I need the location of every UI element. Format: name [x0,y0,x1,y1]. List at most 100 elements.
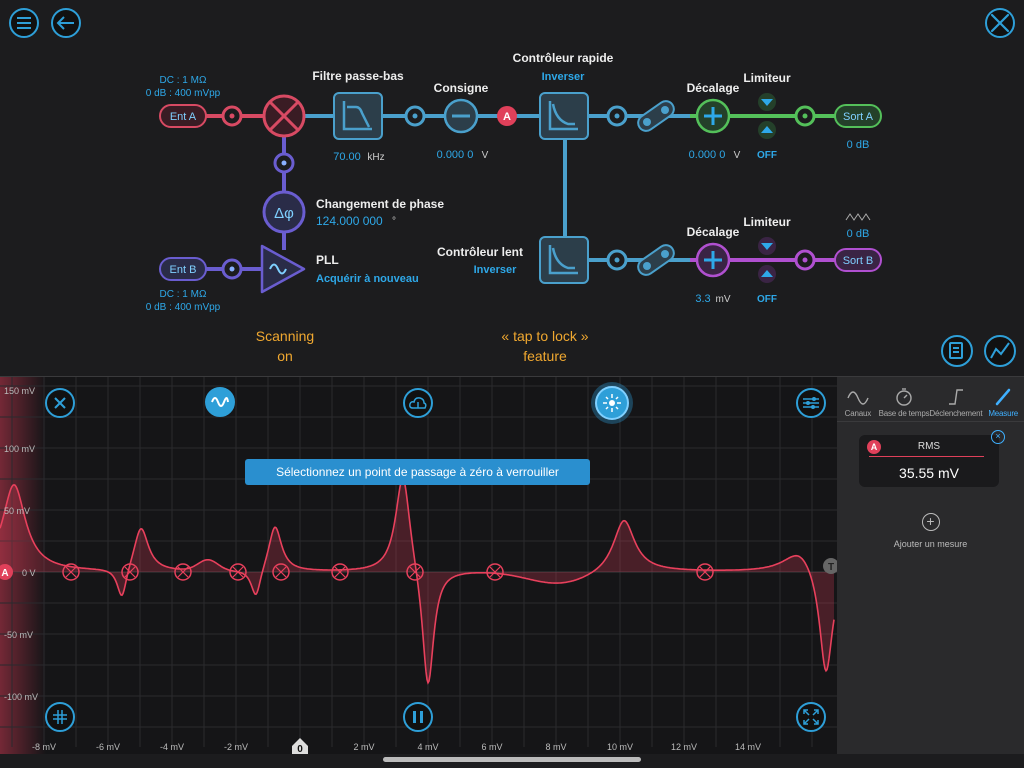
zero-crossing-marker[interactable] [272,563,290,581]
measurement-card[interactable]: A RMS 35.55 mV × [859,430,1005,487]
fullscreen-button[interactable] [796,702,826,732]
scanning-toggle-button[interactable] [205,387,235,417]
grid-toggle-button[interactable] [45,702,75,732]
tap-to-lock-callout-line2: feature [523,348,567,364]
input-b-info1: DC : 1 MΩ [160,289,207,300]
scanning-callout: Scanning on [243,326,327,366]
channel-a-marker-label: A [1,568,8,579]
tab-channels[interactable]: Canaux [837,377,879,421]
x-tick-label: 12 mV [671,742,697,752]
notes-button[interactable] [941,335,973,367]
y-tick-label: -100 mV [4,692,38,702]
switch-b-toggle[interactable] [635,242,677,278]
trigger-marker[interactable]: T [823,558,839,574]
limiter-b-lower-handle[interactable] [758,265,776,283]
mixer-node-dot [281,160,287,166]
x-tick-label: -6 mV [96,742,120,752]
offset-b-unit: mV [716,294,731,305]
pll-title: PLL [316,253,339,267]
slow-controller-invert[interactable]: Inverser [474,264,518,276]
close-scope-button[interactable] [45,388,75,418]
oscilloscope-area[interactable]: 150 mV 100 mV 50 mV 0 V -50 mV -100 mV -8 mV -… [0,376,839,755]
output-b-block[interactable]: Sort B [834,248,882,272]
input-a-block[interactable]: Ent A [159,104,207,128]
triangle-wave-icon [845,213,871,221]
channel-a-marker[interactable]: A [0,564,13,580]
lowpass-node-dot [412,113,418,119]
tap-to-lock-button[interactable] [595,386,629,420]
setpoint-value[interactable]: 0.000 0 [437,149,474,161]
tab-timebase[interactable]: Base de temps [879,377,930,421]
input-a-info2: 0 dB : 400 mVpp [146,88,221,99]
expand-icon [803,709,819,725]
pll-block[interactable] [260,244,306,294]
zero-crossing-marker[interactable] [174,563,192,581]
tools-button[interactable] [985,8,1015,38]
chevron-up-icon [761,270,773,277]
sine-wave-icon [847,391,869,405]
input-b-block[interactable]: Ent B [159,257,207,281]
zero-crossing-marker[interactable] [696,563,714,581]
x-tick-label: 8 mV [545,742,566,752]
x-tick-label: 4 mV [417,742,438,752]
output-a-label: Sort A [843,111,874,123]
offset-a-block[interactable] [695,98,731,134]
offset-b-value[interactable]: 3.3 [695,293,710,305]
zero-crossing-marker[interactable] [486,563,504,581]
tab-trigger[interactable]: Déclenchement [929,377,983,421]
add-measurement-button[interactable]: + Ajouter un mesure [837,513,1024,549]
panel-tabs: Canaux Base de temps Déclenchement Measu… [837,377,1024,422]
fast-controller-block[interactable] [539,92,589,140]
limiter-a-state[interactable]: OFF [757,150,777,161]
x-axis-labels: -8 mV -6 mV -4 mV -2 mV 2 mV 4 mV 6 mV 8 mV 10 m… [32,742,761,752]
phase-shift-block[interactable]: Δφ [262,190,306,234]
pause-button[interactable] [403,702,433,732]
output-a-gain[interactable]: 0 dB [847,139,870,151]
output-b-gain[interactable]: 0 dB [847,228,870,240]
lock-point-marker-label: A [503,111,511,123]
input-b-node-dot [229,266,235,272]
chart-button[interactable] [984,335,1016,367]
output-a-block[interactable]: Sort A [834,104,882,128]
scope-settings-button[interactable] [796,388,826,418]
switch-a-toggle[interactable] [635,98,677,134]
limiter-a-upper-handle[interactable] [758,93,776,111]
setpoint-block[interactable] [443,98,479,134]
tab-measure-label: Measure [988,409,1019,418]
zero-crossing-marker[interactable] [121,563,139,581]
cloud-upload-button[interactable] [403,388,433,418]
multiply-icon [268,100,300,132]
zero-crossing-marker[interactable] [229,563,247,581]
limiter-b-state[interactable]: OFF [757,294,777,305]
limiter-b-upper-handle[interactable] [758,237,776,255]
limiter-a-lower-handle[interactable] [758,121,776,139]
slow-controller-block[interactable] [539,236,589,284]
lowpass-filter-block[interactable] [333,92,383,140]
tab-measure[interactable]: Measure [982,377,1024,421]
lock-point-marker[interactable]: A [497,106,517,126]
cloud-upload-icon [409,397,427,409]
zero-crossing-marker[interactable] [62,563,80,581]
y-tick-label: 100 mV [4,444,35,454]
remove-measurement-button[interactable]: × [991,430,1005,444]
mixer-block[interactable] [262,94,306,138]
offset-a-value[interactable]: 0.000 0 [689,149,726,161]
back-arrow-icon [56,16,74,30]
zero-crossing-marker[interactable] [331,563,349,581]
zero-time-marker[interactable]: 0 [292,738,308,755]
lowpass-value[interactable]: 70.00 [333,151,361,163]
tap-to-lock-callout-line1: « tap to lock » [501,328,589,344]
offset-b-block[interactable] [695,242,731,278]
zero-crossing-markers[interactable] [62,563,714,581]
phase-shift-value[interactable]: 124.000 000 [316,214,383,228]
fast-controller-invert[interactable]: Inverser [542,71,586,83]
pll-reacquire[interactable]: Acquérir à nouveau [316,273,419,285]
zero-crossing-marker[interactable] [406,563,424,581]
home-indicator [383,757,641,762]
x-tick-label: 2 mV [353,742,374,752]
offset-b-title: Décalage [687,225,740,239]
back-button[interactable] [51,8,81,38]
menu-button[interactable] [9,8,39,38]
measurement-value: 35.55 mV [899,465,959,481]
x-tick-label: -4 mV [160,742,184,752]
